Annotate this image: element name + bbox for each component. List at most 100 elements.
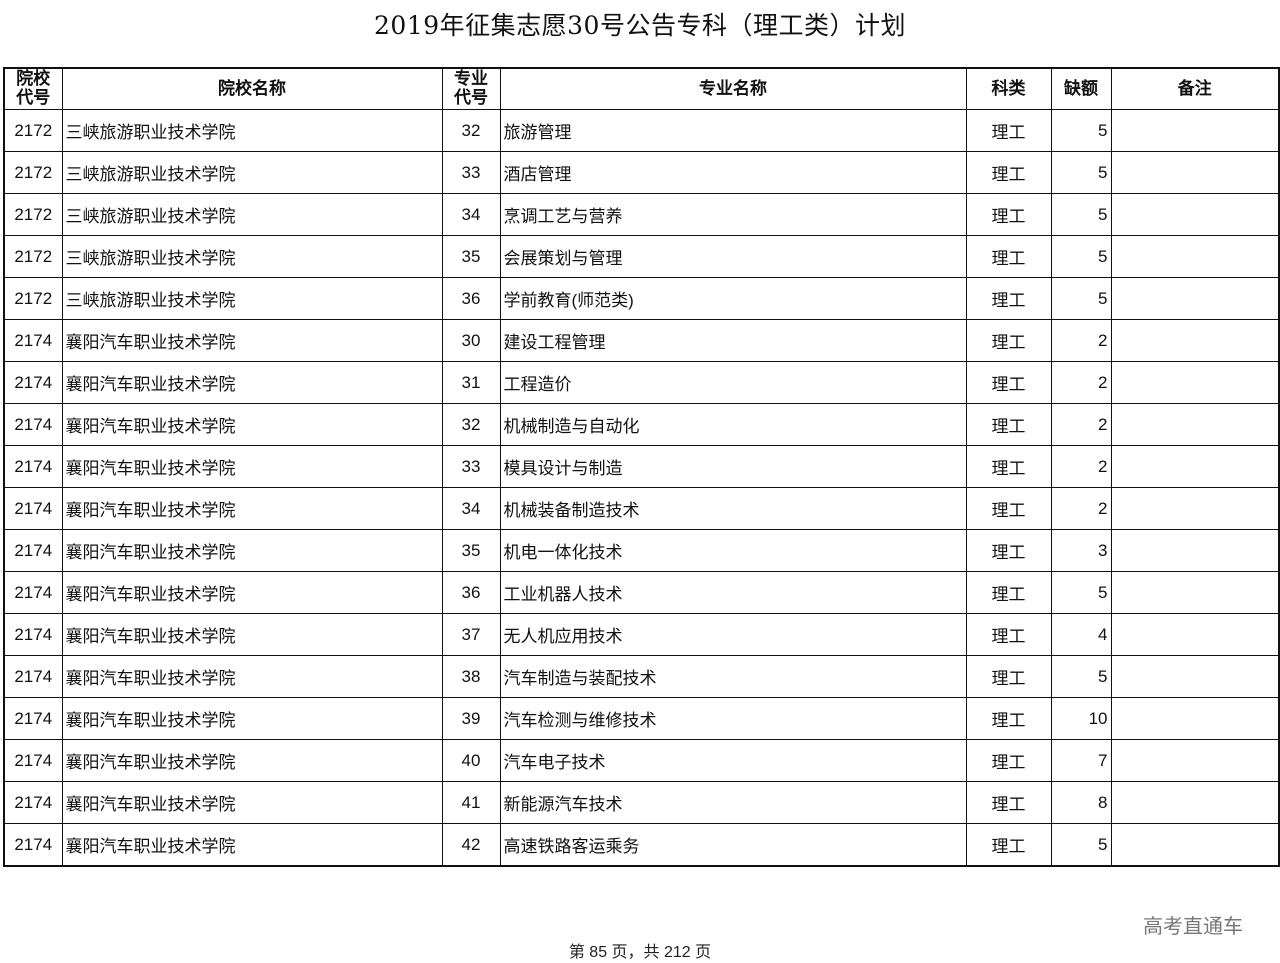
school-name-cell: 襄阳汽车职业技术学院 xyxy=(61,781,443,824)
major-code-cell: 36 xyxy=(441,277,501,320)
vacancy-cell: 5 xyxy=(1050,151,1112,194)
major-name-cell: 烹调工艺与营养 xyxy=(499,193,967,236)
school-name-cell: 三峡旅游职业技术学院 xyxy=(61,193,443,236)
school-name-cell: 襄阳汽车职业技术学院 xyxy=(61,655,443,698)
vacancy-cell: 10 xyxy=(1050,697,1112,740)
major-code-cell: 31 xyxy=(441,361,501,404)
school-code-cell: 2174 xyxy=(3,445,63,488)
vacancy-cell: 2 xyxy=(1050,487,1112,530)
remark-cell xyxy=(1110,235,1280,278)
table-row: 2174 襄阳汽车职业技术学院 42 高速铁路客运乘务 理工 5 xyxy=(3,823,1280,867)
page-number: 第 85 页，共 212 页 xyxy=(568,944,712,961)
school-code-cell: 2174 xyxy=(3,487,63,530)
vacancy-cell: 5 xyxy=(1050,571,1112,614)
major-name-cell: 机械制造与自动化 xyxy=(499,403,967,446)
table-row: 2172 三峡旅游职业技术学院 32 旅游管理 理工 5 xyxy=(3,109,1280,152)
major-name-cell: 汽车制造与装配技术 xyxy=(499,655,967,698)
category-cell: 理工 xyxy=(965,445,1052,488)
major-code-cell: 35 xyxy=(441,235,501,278)
table-row: 2174 襄阳汽车职业技术学院 30 建设工程管理 理工 2 xyxy=(3,319,1280,362)
category-cell: 理工 xyxy=(965,697,1052,740)
remark-cell xyxy=(1110,487,1280,530)
school-code-cell: 2174 xyxy=(3,697,63,740)
category-cell: 理工 xyxy=(965,655,1052,698)
major-code-cell: 41 xyxy=(441,781,501,824)
vacancy-cell: 5 xyxy=(1050,109,1112,152)
school-name-cell: 襄阳汽车职业技术学院 xyxy=(61,403,443,446)
vacancy-cell: 5 xyxy=(1050,235,1112,278)
major-code-cell: 42 xyxy=(441,823,501,867)
major-name-cell: 机电一体化技术 xyxy=(499,529,967,572)
header-vacancy: 缺额 xyxy=(1050,67,1112,110)
remark-cell xyxy=(1110,571,1280,614)
remark-cell xyxy=(1110,655,1280,698)
school-code-cell: 2174 xyxy=(3,571,63,614)
remark-cell xyxy=(1110,109,1280,152)
category-cell: 理工 xyxy=(965,361,1052,404)
school-code-cell: 2174 xyxy=(3,319,63,362)
major-name-cell: 高速铁路客运乘务 xyxy=(499,823,967,867)
school-name-cell: 襄阳汽车职业技术学院 xyxy=(61,361,443,404)
vacancy-cell: 8 xyxy=(1050,781,1112,824)
vacancy-cell: 2 xyxy=(1050,403,1112,446)
remark-cell xyxy=(1110,781,1280,824)
category-cell: 理工 xyxy=(965,193,1052,236)
remark-cell xyxy=(1110,151,1280,194)
remark-cell xyxy=(1110,739,1280,782)
major-code-cell: 36 xyxy=(441,571,501,614)
vacancy-cell: 3 xyxy=(1050,529,1112,572)
major-code-cell: 34 xyxy=(441,487,501,530)
vacancy-cell: 5 xyxy=(1050,655,1112,698)
major-name-cell: 旅游管理 xyxy=(499,109,967,152)
remark-cell xyxy=(1110,361,1280,404)
school-name-cell: 襄阳汽车职业技术学院 xyxy=(61,739,443,782)
header-remark: 备注 xyxy=(1110,67,1280,110)
major-code-cell: 37 xyxy=(441,613,501,656)
school-code-cell: 2174 xyxy=(3,403,63,446)
vacancy-cell: 5 xyxy=(1050,823,1112,867)
remark-cell xyxy=(1110,193,1280,236)
school-code-cell: 2172 xyxy=(3,277,63,320)
school-code-cell: 2174 xyxy=(3,655,63,698)
vacancy-cell: 5 xyxy=(1050,193,1112,236)
major-name-cell: 工程造价 xyxy=(499,361,967,404)
category-cell: 理工 xyxy=(965,739,1052,782)
school-code-cell: 2174 xyxy=(3,613,63,656)
school-name-cell: 三峡旅游职业技术学院 xyxy=(61,109,443,152)
school-name-cell: 襄阳汽车职业技术学院 xyxy=(61,487,443,530)
vacancy-cell: 2 xyxy=(1050,445,1112,488)
header-major-code: 专业代号 xyxy=(441,67,501,110)
major-name-cell: 工业机器人技术 xyxy=(499,571,967,614)
school-code-cell: 2174 xyxy=(3,529,63,572)
major-name-cell: 机械装备制造技术 xyxy=(499,487,967,530)
remark-cell xyxy=(1110,445,1280,488)
vacancy-cell: 5 xyxy=(1050,277,1112,320)
table-row: 2172 三峡旅游职业技术学院 36 学前教育(师范类) 理工 5 xyxy=(3,277,1280,320)
category-cell: 理工 xyxy=(965,151,1052,194)
table-row: 2172 三峡旅游职业技术学院 34 烹调工艺与营养 理工 5 xyxy=(3,193,1280,236)
school-name-cell: 襄阳汽车职业技术学院 xyxy=(61,613,443,656)
school-code-cell: 2172 xyxy=(3,193,63,236)
category-cell: 理工 xyxy=(965,781,1052,824)
school-code-cell: 2174 xyxy=(3,823,63,867)
major-code-cell: 38 xyxy=(441,655,501,698)
table-row: 2174 襄阳汽车职业技术学院 40 汽车电子技术 理工 7 xyxy=(3,739,1280,782)
school-code-cell: 2172 xyxy=(3,151,63,194)
school-name-cell: 襄阳汽车职业技术学院 xyxy=(61,529,443,572)
category-cell: 理工 xyxy=(965,487,1052,530)
category-cell: 理工 xyxy=(965,571,1052,614)
school-code-cell: 2174 xyxy=(3,781,63,824)
remark-cell xyxy=(1110,277,1280,320)
category-cell: 理工 xyxy=(965,277,1052,320)
remark-cell xyxy=(1110,529,1280,572)
table-row: 2174 襄阳汽车职业技术学院 41 新能源汽车技术 理工 8 xyxy=(3,781,1280,824)
header-school-name: 院校名称 xyxy=(61,67,443,110)
table-row: 2174 襄阳汽车职业技术学院 35 机电一体化技术 理工 3 xyxy=(3,529,1280,572)
table-row: 2174 襄阳汽车职业技术学院 39 汽车检测与维修技术 理工 10 xyxy=(3,697,1280,740)
page-title: 2019年征集志愿30号公告专科（理工类）计划 xyxy=(374,11,906,40)
table-row: 2174 襄阳汽车职业技术学院 33 模具设计与制造 理工 2 xyxy=(3,445,1280,488)
school-code-cell: 2174 xyxy=(3,361,63,404)
school-name-cell: 襄阳汽车职业技术学院 xyxy=(61,445,443,488)
header-major-name: 专业名称 xyxy=(499,67,967,110)
vacancy-cell: 7 xyxy=(1050,739,1112,782)
